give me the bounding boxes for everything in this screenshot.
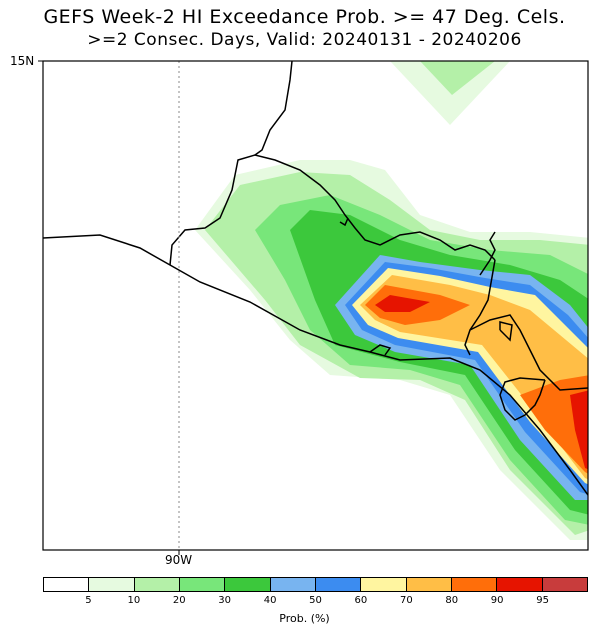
colorbar-cell [542, 578, 587, 591]
colorbar-tick-label: 95 [536, 595, 549, 606]
shade-p90-east [570, 390, 588, 470]
colorbar-cell [497, 578, 543, 591]
shade-p70 [360, 275, 588, 480]
probability-colorbar [43, 577, 588, 592]
colorbar-cell [179, 578, 226, 591]
map-title: GEFS Week-2 HI Exceedance Prob. >= 47 De… [43, 6, 566, 28]
colorbar-cell [89, 578, 135, 591]
colorbar-tick-label: 20 [172, 595, 186, 606]
shade-top-p5 [390, 61, 510, 125]
colorbar-cell [451, 578, 498, 591]
colorbar-tick-label: 60 [354, 595, 368, 606]
colorbar-tick-label: 30 [218, 595, 232, 606]
shade-p90 [375, 295, 430, 312]
colorbar-cell [44, 578, 90, 591]
colorbar-tick-label: 90 [490, 595, 504, 606]
colorbar-tick-label: 5 [85, 595, 92, 606]
coastline [43, 61, 588, 496]
map-subtitle: >=2 Consec. Days, Valid: 20240131 - 2024… [87, 30, 522, 50]
map-frame [42, 60, 589, 551]
colorbar-tick-label: 10 [127, 595, 141, 606]
colorbar-cell [315, 578, 362, 591]
colorbar-tick-label: 40 [263, 595, 277, 606]
colorbar-cell [225, 578, 271, 591]
colorbar-tick-label: 70 [399, 595, 413, 606]
colorbar-cell [361, 578, 407, 591]
colorbar-cell [406, 578, 452, 591]
colorbar-tick-label: 50 [309, 595, 322, 606]
colorbar-tick-label: 80 [445, 595, 459, 606]
colorbar-cell [270, 578, 316, 591]
lat-label-15n: 15N [10, 54, 35, 68]
colorbar-label: Prob. (%) [279, 612, 330, 625]
lon-label-90w: 90W [165, 553, 193, 567]
colorbar-cell [134, 578, 180, 591]
shade-top-p10 [420, 61, 495, 95]
